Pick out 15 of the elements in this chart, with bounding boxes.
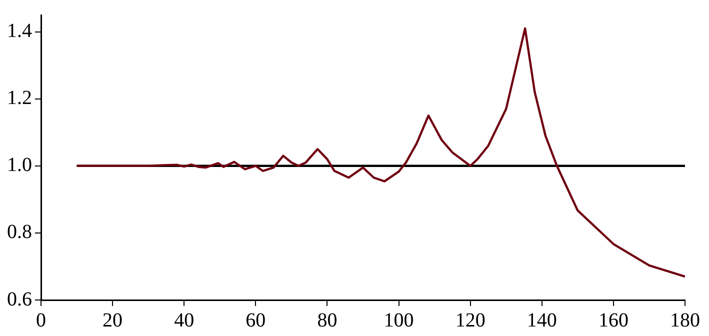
x-tick-label: 80: [317, 309, 338, 332]
y-tick-label: 1.0: [7, 154, 32, 176]
x-tick-label: 20: [102, 309, 123, 332]
y-tick-label: 1.2: [7, 87, 32, 110]
y-tick-label: 0.8: [7, 221, 32, 244]
x-tick-label: 100: [384, 309, 414, 332]
x-tick-label: 60: [246, 309, 266, 332]
x-tick-label: 40: [174, 309, 194, 332]
x-tick-label: 120: [455, 309, 486, 332]
x-tick-label: 180: [670, 309, 700, 332]
y-tick-label: 1.4: [7, 20, 32, 42]
y-tick-label: 0.6: [7, 288, 32, 310]
x-tick-label: 0: [36, 309, 46, 332]
x-tick-label: 160: [598, 309, 628, 332]
x-tick-label: 140: [526, 309, 557, 332]
